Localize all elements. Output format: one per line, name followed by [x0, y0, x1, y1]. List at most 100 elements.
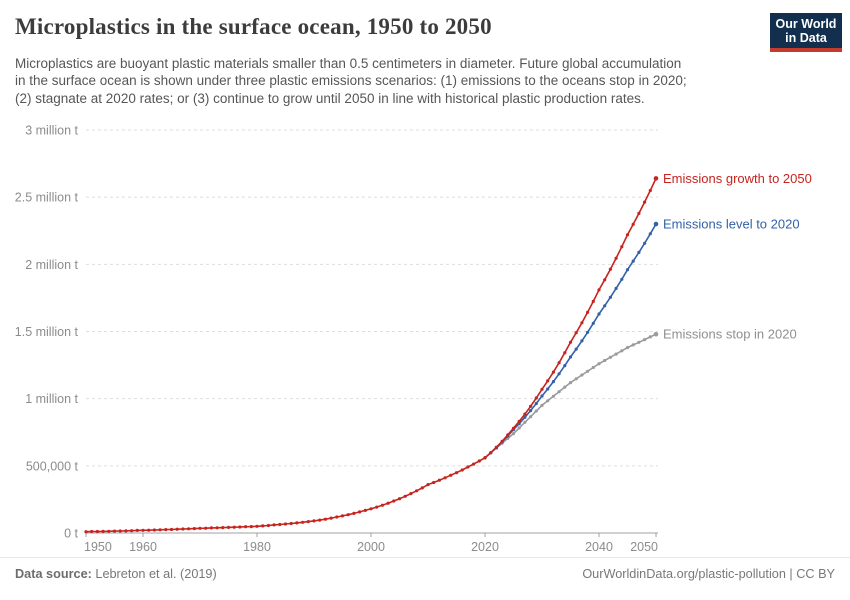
- data-point[interactable]: [397, 497, 402, 501]
- data-point[interactable]: [523, 412, 527, 416]
- data-point[interactable]: [563, 351, 567, 355]
- series-path-historical[interactable]: [85, 457, 486, 533]
- data-point[interactable]: [460, 468, 464, 472]
- data-point[interactable]: [529, 409, 533, 413]
- data-point[interactable]: [591, 321, 595, 325]
- data-point[interactable]: [631, 343, 635, 347]
- data-point[interactable]: [238, 525, 242, 529]
- data-point[interactable]: [580, 373, 584, 377]
- data-point[interactable]: [454, 471, 459, 475]
- data-point[interactable]: [625, 346, 630, 350]
- data-point[interactable]: [631, 259, 635, 263]
- data-point[interactable]: [546, 387, 550, 391]
- data-point[interactable]: [437, 478, 441, 482]
- data-point[interactable]: [551, 370, 556, 374]
- data-point[interactable]: [472, 462, 476, 466]
- data-point[interactable]: [597, 312, 601, 316]
- data-point[interactable]: [563, 364, 567, 368]
- line-chart[interactable]: 0 t 500,000 t 1 million t 1.5 million t 2 mi…: [0, 110, 850, 560]
- series-end-label-emissions-growth-to-2050[interactable]: Emissions growth to 2050: [663, 171, 812, 186]
- data-point[interactable]: [198, 526, 202, 530]
- data-point[interactable]: [568, 340, 573, 344]
- data-point[interactable]: [346, 513, 350, 517]
- data-point[interactable]: [620, 349, 624, 353]
- data-point[interactable]: [568, 381, 573, 385]
- data-point[interactable]: [107, 529, 111, 533]
- series-emissions-stop-in-2020[interactable]: [483, 332, 658, 460]
- data-point[interactable]: [266, 523, 270, 528]
- data-point[interactable]: [209, 526, 213, 530]
- data-point[interactable]: [603, 278, 607, 282]
- data-point[interactable]: [523, 415, 527, 419]
- data-point[interactable]: [563, 385, 567, 389]
- data-point[interactable]: [158, 528, 162, 532]
- data-point[interactable]: [255, 524, 259, 528]
- data-point[interactable]: [574, 347, 578, 351]
- data-point[interactable]: [608, 355, 613, 359]
- data-point[interactable]: [586, 330, 590, 334]
- data-point[interactable]: [637, 250, 641, 254]
- data-point[interactable]: [529, 415, 533, 419]
- data-point[interactable]: [187, 527, 191, 531]
- data-point[interactable]: [152, 528, 156, 532]
- data-point[interactable]: [534, 409, 538, 413]
- data-point[interactable]: [101, 529, 105, 533]
- data-source-value[interactable]: Lebreton et al. (2019): [95, 567, 217, 581]
- data-point[interactable]: [352, 511, 356, 515]
- data-point[interactable]: [534, 396, 538, 400]
- data-point[interactable]: [614, 286, 618, 290]
- data-point[interactable]: [597, 288, 601, 292]
- data-point[interactable]: [301, 520, 305, 524]
- data-point[interactable]: [620, 245, 624, 249]
- data-point[interactable]: [118, 529, 122, 533]
- data-point[interactable]: [557, 361, 561, 365]
- series-path-emissions-stop-in-2020[interactable]: [484, 333, 657, 459]
- data-point[interactable]: [112, 529, 117, 533]
- data-point[interactable]: [312, 519, 316, 523]
- data-point[interactable]: [625, 233, 630, 237]
- data-point[interactable]: [591, 365, 595, 370]
- data-point[interactable]: [169, 527, 174, 532]
- data-point[interactable]: [215, 526, 219, 530]
- data-point[interactable]: [249, 525, 253, 529]
- data-point[interactable]: [181, 527, 185, 531]
- data-point[interactable]: [517, 419, 521, 423]
- series-historical[interactable]: [84, 456, 487, 534]
- series-path-emissions-growth-to-2050[interactable]: [484, 178, 657, 459]
- data-point[interactable]: [403, 494, 407, 498]
- data-point[interactable]: [591, 299, 595, 303]
- data-point[interactable]: [517, 426, 521, 430]
- data-point[interactable]: [540, 387, 544, 391]
- data-point[interactable]: [380, 503, 384, 507]
- data-point[interactable]: [586, 369, 590, 373]
- data-point[interactable]: [164, 528, 168, 532]
- data-point[interactable]: [392, 499, 396, 503]
- data-point[interactable]: [637, 211, 641, 215]
- data-point[interactable]: [135, 528, 139, 532]
- data-point[interactable]: [420, 486, 424, 490]
- data-point[interactable]: [648, 188, 652, 193]
- data-point[interactable]: [500, 439, 504, 443]
- data-point[interactable]: [415, 489, 419, 493]
- series-end-label-emissions-stop-in-2020[interactable]: Emissions stop in 2020: [663, 327, 797, 342]
- data-point[interactable]: [546, 399, 550, 403]
- data-point[interactable]: [620, 277, 624, 281]
- data-point[interactable]: [534, 401, 538, 406]
- data-point[interactable]: [494, 445, 498, 449]
- data-point[interactable]: [175, 527, 179, 531]
- owid-logo[interactable]: Our World in Data: [770, 13, 842, 52]
- data-point[interactable]: [130, 529, 134, 533]
- data-point[interactable]: [608, 267, 613, 271]
- data-point[interactable]: [449, 473, 453, 477]
- data-point[interactable]: [141, 528, 145, 532]
- data-point[interactable]: [84, 530, 88, 534]
- data-point[interactable]: [625, 268, 630, 272]
- data-point[interactable]: [540, 394, 544, 398]
- data-point[interactable]: [643, 338, 647, 342]
- data-point[interactable]: [278, 522, 282, 527]
- data-point[interactable]: [204, 526, 208, 530]
- series-emissions-growth-to-2050[interactable]: [483, 176, 658, 460]
- data-point[interactable]: [586, 310, 590, 314]
- data-point[interactable]: [643, 241, 647, 245]
- data-point[interactable]: [226, 525, 231, 529]
